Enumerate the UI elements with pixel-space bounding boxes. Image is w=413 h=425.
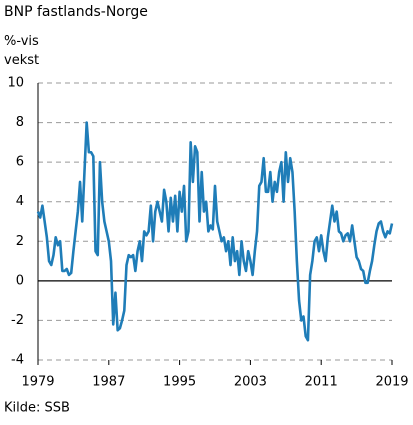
y-tick-label: 0: [16, 273, 24, 288]
y-tick-label: -2: [11, 313, 24, 328]
y-tick-label: 4: [16, 194, 24, 209]
x-tick-label: 2019: [375, 375, 408, 390]
chart-title: BNP fastlands-Norge: [4, 4, 148, 20]
y-axis-label: %-vis vekst: [4, 34, 40, 68]
y-tick-label: -4: [11, 353, 24, 368]
y-tick-label: 10: [7, 76, 24, 91]
source: Kilde: SSB: [4, 401, 70, 416]
x-tick-label: 2003: [234, 375, 267, 390]
x-tick-label: 2011: [305, 375, 338, 390]
y-tick-label: 6: [16, 155, 24, 170]
x-tick-label: 1987: [92, 375, 125, 390]
x-tick-label: 1995: [163, 375, 196, 390]
data-line: [36, 121, 394, 342]
y-tick-label: 8: [16, 115, 24, 130]
y-label-box: %-vis vekst: [4, 34, 40, 68]
y-tick-label: 2: [16, 234, 24, 249]
x-tick-label: 1979: [21, 375, 54, 390]
